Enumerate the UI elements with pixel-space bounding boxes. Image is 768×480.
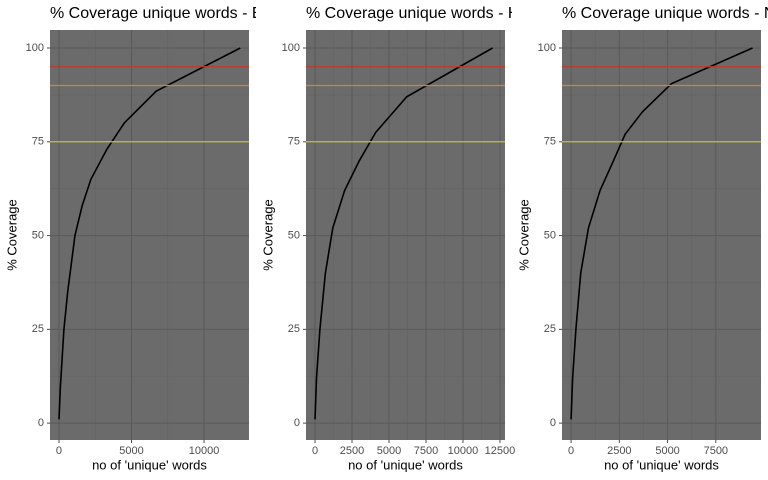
x-tick-label: 5000 xyxy=(377,445,401,457)
x-tick-label: 10000 xyxy=(448,445,479,457)
y-tick-label: 75 xyxy=(32,136,44,148)
curve xyxy=(314,47,493,420)
x-tick-label: 5000 xyxy=(119,445,143,457)
y-tick-label: 0 xyxy=(38,417,44,429)
data xyxy=(570,47,753,420)
y-tick-label: 25 xyxy=(32,323,44,335)
grid xyxy=(50,30,249,440)
y-axis-label: % Coverage xyxy=(516,199,531,271)
x-tick-label: 7500 xyxy=(414,445,438,457)
chart-title: % Coverage unique words - E xyxy=(50,5,263,22)
x-tick-label: 12500 xyxy=(485,445,516,457)
y-tick-label: 0 xyxy=(294,417,300,429)
x-axis-label: no of 'unique' words xyxy=(604,457,719,472)
curve xyxy=(58,47,241,420)
y-axis-label: % Coverage xyxy=(260,199,275,271)
title-wrap: % Coverage unique words - H xyxy=(306,5,519,22)
x-tick-label: 2500 xyxy=(607,445,631,457)
y-tick-label: 50 xyxy=(288,229,300,241)
y-tick-label: 50 xyxy=(544,229,556,241)
y-tick-label: 75 xyxy=(288,136,300,148)
data xyxy=(58,47,241,420)
title-wrap: % Coverage unique words - E xyxy=(50,5,263,22)
x-tick-label: 0 xyxy=(568,445,574,457)
x-tick-label: 2500 xyxy=(340,445,364,457)
grid-inner xyxy=(50,30,249,440)
x-tick-label: 10000 xyxy=(189,445,220,457)
y-axis-label: % Coverage xyxy=(4,199,19,271)
chart-title: % Coverage unique words - N xyxy=(562,5,768,22)
y-tick-label: 100 xyxy=(26,42,44,54)
x-tick-label: 0 xyxy=(312,445,318,457)
plot-background xyxy=(50,30,249,440)
x-axis-label: no of 'unique' words xyxy=(92,457,207,472)
data xyxy=(314,47,493,420)
panel: 0 25 50 75 100 0 2500 5000 7500 10000 12500 no of '… xyxy=(260,30,515,472)
curve xyxy=(570,47,753,420)
x-axis-label: no of 'unique' words xyxy=(348,457,463,472)
y-tick-label: 100 xyxy=(538,42,556,54)
plot-background xyxy=(306,30,505,440)
y-tick-label: 0 xyxy=(550,417,556,429)
x-tick-label: 7500 xyxy=(704,445,728,457)
chart-title: % Coverage unique words - H xyxy=(306,5,519,22)
title-wrap: % Coverage unique words - N xyxy=(562,5,768,22)
x-tick-label: 0 xyxy=(56,445,62,457)
y-tick-label: 75 xyxy=(544,136,556,148)
y-tick-label: 50 xyxy=(32,229,44,241)
y-tick-label: 100 xyxy=(282,42,300,54)
plot-background xyxy=(562,30,761,440)
x-tick-label: 5000 xyxy=(655,445,679,457)
y-tick-label: 25 xyxy=(288,323,300,335)
y-tick-label: 25 xyxy=(544,323,556,335)
